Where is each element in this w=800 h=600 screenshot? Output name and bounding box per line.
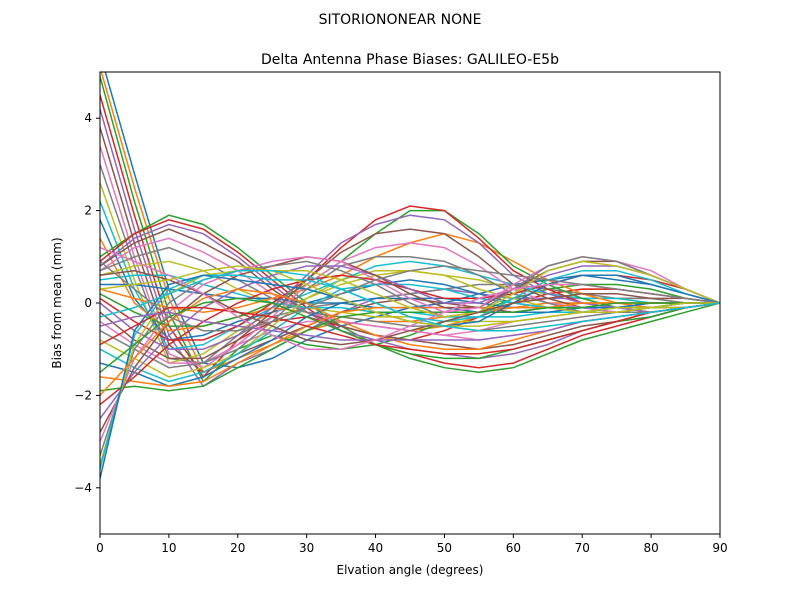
x-tick-label: 70 <box>575 541 590 555</box>
x-tick-label: 80 <box>643 541 658 555</box>
chart-title: Delta Antenna Phase Biases: GALILEO-E5b <box>261 52 559 68</box>
x-tick-label: 20 <box>230 541 245 555</box>
x-tick-label: 60 <box>506 541 521 555</box>
y-axis-label: Bias from mean (mm) <box>50 237 64 368</box>
chart-suptitle: SITORIONONEAR NONE <box>319 12 482 28</box>
y-tick-label: −2 <box>74 388 92 402</box>
series-line-15 <box>100 223 720 360</box>
x-tick-label: 90 <box>712 541 727 555</box>
x-tick-label: 40 <box>368 541 383 555</box>
series-line-33 <box>100 302 720 392</box>
y-tick-label: 0 <box>84 296 92 310</box>
y-tick-label: 2 <box>84 204 92 218</box>
series-line-10 <box>100 201 720 351</box>
series-line-44 <box>100 302 720 355</box>
y-tick-label: 4 <box>84 111 92 125</box>
y-tick-label: −4 <box>74 481 92 495</box>
x-axis-label: Elvation angle (degrees) <box>337 563 484 577</box>
x-tick-label: 0 <box>96 541 104 555</box>
series-line-13 <box>100 214 720 374</box>
ticks-layer: 0 10 20 30 40 50 60 70 80 90 −4 −2 0 2 4 <box>74 111 727 555</box>
series-layer <box>100 72 720 479</box>
series-line-49 <box>100 265 720 327</box>
series-line-48 <box>100 260 720 332</box>
x-tick-label: 50 <box>437 541 452 555</box>
series-line-50 <box>100 269 720 332</box>
x-tick-label: 30 <box>299 541 314 555</box>
x-tick-label: 10 <box>161 541 176 555</box>
